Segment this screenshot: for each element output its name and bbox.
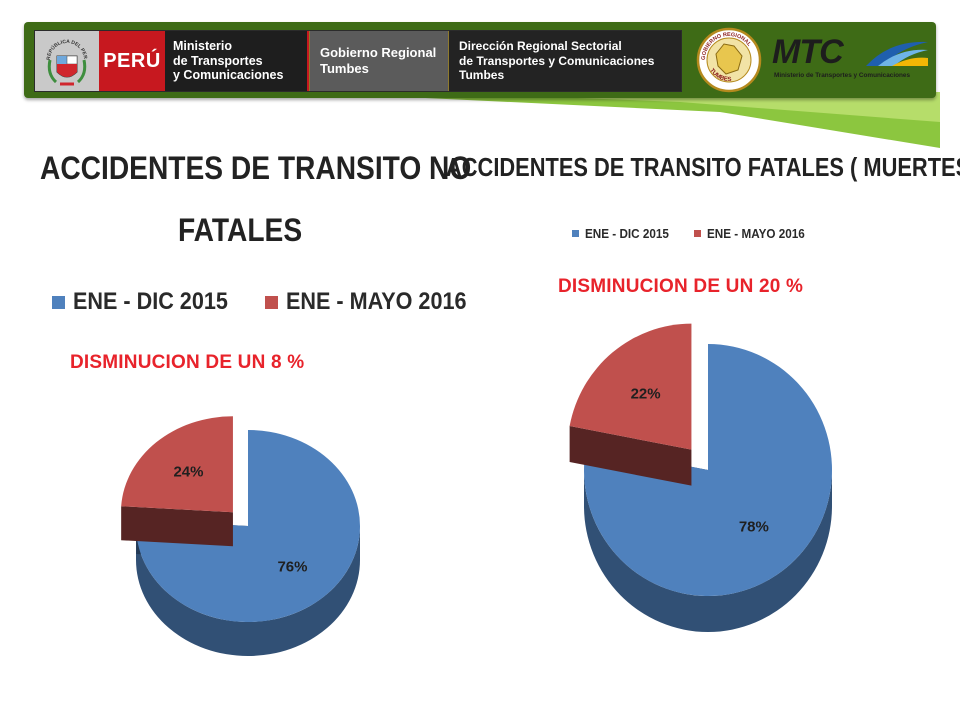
exploded-slice [569, 323, 692, 450]
ministry-line-1: Ministerio [173, 39, 233, 54]
regional-government-cell: Gobierno Regional Tumbes [309, 31, 449, 91]
header-banner: REPÚBLICA DEL PERÚ PERÚ Ministerio de Tr… [24, 22, 936, 98]
mtc-swoosh-icon [866, 41, 928, 66]
banner-sash [300, 92, 940, 148]
region-line-1: Gobierno Regional [320, 45, 437, 60]
mtc-subtitle: Ministerio de Transportes y Comunicacion… [774, 72, 911, 79]
right-chart-legend: ENE - DIC 2015 ENE - MAYO 2016 [572, 226, 832, 241]
peru-label-cell: PERÚ [99, 31, 165, 91]
institution-logo-strip: REPÚBLICA DEL PERÚ PERÚ Ministerio de Tr… [34, 30, 682, 92]
exploded-slice-label: 22% [631, 385, 661, 402]
legend-label-2015: ENE - DIC 2015 [73, 288, 228, 315]
directorate-line-2: de Transportes y Comunicaciones [459, 53, 655, 68]
left-pie-chart: 76% 24% [121, 416, 360, 656]
main-slice-side [136, 526, 360, 656]
ministry-line-2: de Transportes [173, 53, 263, 68]
region-line-2: Tumbes [320, 61, 369, 76]
legend-swatch-2016 [265, 295, 279, 309]
main-slice [584, 344, 832, 596]
legend-label-2015: ENE - DIC 2015 [585, 226, 669, 241]
coat-of-arms-cell: REPÚBLICA DEL PERÚ [35, 31, 99, 91]
main-slice-side [584, 470, 832, 632]
mtc-wordmark: MTC [772, 33, 844, 71]
left-chart-annotation: DISMINUCION DE UN 8 % [70, 352, 305, 373]
legend-label-2016: ENE - MAYO 2016 [286, 288, 467, 315]
ministry-name-cell: Ministerio de Transportes y Comunicacion… [165, 31, 309, 91]
coat-of-arms-icon: REPÚBLICA DEL PERÚ [44, 34, 88, 86]
exploded-slice-label: 24% [173, 464, 203, 481]
main-slice-label: 78% [739, 518, 769, 535]
left-chart-title-line-1: ACCIDENTES DE TRANSITO NO [40, 150, 472, 186]
legend-swatch-2016 [694, 230, 702, 237]
mtc-logo: MTC Ministerio de Transportes y Comunica… [772, 34, 932, 86]
exploded-slice [121, 416, 233, 513]
left-chart-legend: ENE - DIC 2015 ENE - MAYO 2016 [52, 288, 507, 316]
directorate-line-3: Tumbes [459, 68, 505, 83]
right-chart-title: ACCIDENTES DE TRANSITO FATALES ( MUERTES… [446, 152, 960, 182]
regional-seal-icon: GOBIERNO REGIONAL TUMBES [696, 27, 762, 93]
legend-swatch-2015 [572, 230, 579, 237]
directorate-cell: Dirección Regional Sectorial de Transpor… [449, 31, 681, 91]
left-chart-title-line-2: FATALES [178, 212, 303, 248]
exploded-slice-edge [121, 506, 233, 547]
main-slice [136, 430, 360, 622]
directorate-line-1: Dirección Regional Sectorial [459, 39, 622, 54]
right-pie-chart: 78% 22% [569, 323, 832, 632]
main-slice-label: 76% [277, 559, 307, 576]
right-chart-annotation: DISMINUCION DE UN 20 % [558, 276, 804, 297]
legend-swatch-2015 [52, 295, 65, 309]
peru-label: PERÚ [103, 49, 161, 72]
legend-label-2016: ENE - MAYO 2016 [707, 226, 805, 241]
ministry-line-3: y Comunicaciones [173, 68, 284, 83]
exploded-slice-edge [569, 426, 692, 486]
